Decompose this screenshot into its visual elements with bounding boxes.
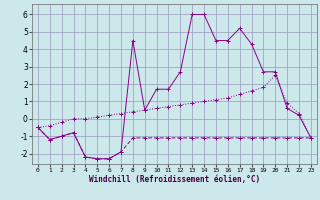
X-axis label: Windchill (Refroidissement éolien,°C): Windchill (Refroidissement éolien,°C) xyxy=(89,175,260,184)
